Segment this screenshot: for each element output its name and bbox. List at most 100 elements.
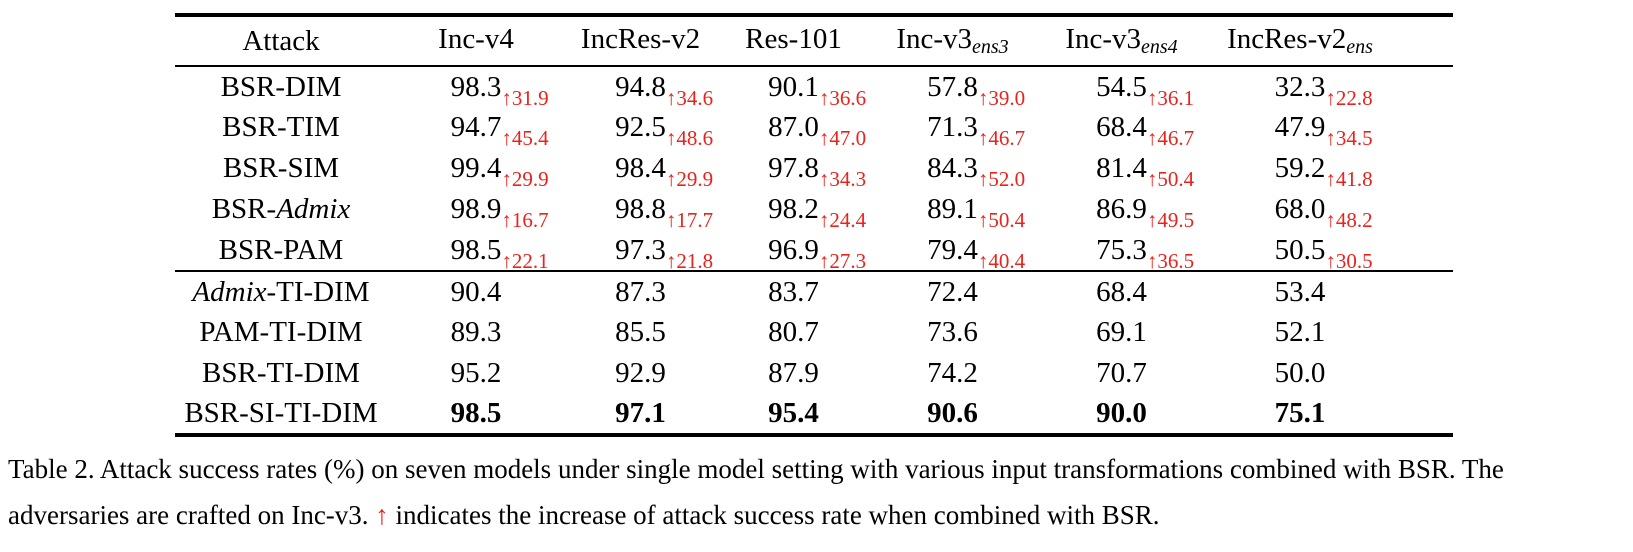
delta-annotation: ↑31.9 (501, 85, 549, 110)
delta-value: 31.9 (511, 85, 549, 110)
attack-pre: PAM-TI-DIM (199, 316, 363, 348)
attack-name: BSR-SI-TI-DIM (175, 394, 387, 435)
delta-annotation: ↑36.1 (1146, 85, 1195, 110)
up-arrow-icon: ↑ (1325, 248, 1336, 273)
up-arrow-icon: ↑ (501, 126, 512, 151)
metric: 98.3 ↑31.9 (451, 72, 549, 108)
metric: 98.5 ↑22.1 (451, 235, 549, 271)
success-rate-cell: 92.5 ↑48.6 (565, 107, 716, 149)
up-arrow-icon: ↑ (818, 208, 830, 233)
up-arrow-icon: ↑ (1325, 208, 1336, 233)
success-rate-cell: 98.5 ↑22.1 (387, 230, 565, 272)
delta-annotation: ↑46.7 (1147, 128, 1194, 149)
delta-annotation: ↑39.0 (978, 87, 1025, 109)
delta-annotation: ↑34.3 (819, 169, 866, 190)
attack-success-rate-table: Attack Inc-v4 IncRes-v2 Res-101 Inc-v3en… (175, 13, 1453, 437)
delta-annotation: ↑41.8 (1325, 169, 1372, 190)
attack-pre: BSR-DIM (220, 70, 342, 103)
success-rate-value: 79.4 (927, 233, 978, 266)
delta-value: 36.1 (1157, 85, 1195, 110)
success-rate-cell: 81.4 ↑50.4 (1034, 148, 1209, 190)
up-arrow-icon: ↑ (665, 85, 677, 110)
success-rate-cell: 98.8 ↑17.7 (565, 189, 716, 233)
column-header-model: Inc-v4 (387, 15, 565, 67)
delta-value: 40.4 (988, 248, 1026, 273)
delta-value: 21.8 (676, 248, 714, 273)
success-rate-cell: 94.7 ↑45.4 (387, 107, 565, 151)
table-row: BSR-TI-DIM 95.2 92.9 87.9 74.2 70.7 50.0 (175, 353, 1453, 394)
metric: 47.9 ↑34.5 (1274, 111, 1373, 149)
up-arrow-icon: ↑ (665, 167, 677, 192)
success-rate-cell: 68.4 ↑46.7 (1034, 107, 1209, 149)
column-header-model: Res-101 (716, 15, 871, 67)
metric: 59.2 ↑41.8 (1275, 154, 1373, 190)
up-arrow-icon: ↑ (1325, 167, 1336, 192)
success-rate-cell: 92.9 (615, 357, 666, 389)
metric: 86.9 ↑49.5 (1096, 195, 1194, 231)
success-rate-cell: 85.5 (615, 316, 666, 348)
success-rate-cell: 57.8 ↑39.0 (871, 66, 1034, 109)
delta-annotation: ↑47.0 (819, 128, 866, 149)
success-rate-value: 50.5 (1274, 233, 1326, 266)
attack-name: BSR-Admix (175, 189, 387, 230)
up-arrow-icon: ↑ (665, 208, 677, 233)
delta-annotation: ↑34.5 (1325, 128, 1372, 149)
attack-name: Admix-TI-DIM (175, 271, 387, 312)
success-rate-cell: 86.9 ↑49.5 (1034, 189, 1209, 231)
delta-annotation: ↑29.9 (666, 169, 713, 190)
up-arrow-icon: ↑ (501, 208, 512, 233)
delta-annotation: ↑40.4 (977, 248, 1026, 273)
success-rate-value: 99.4 (450, 152, 502, 184)
delta-value: 52.0 (988, 167, 1026, 192)
success-rate-cell: 68.4 (1096, 275, 1147, 308)
attack-em: Admix (276, 193, 351, 225)
metric: 94.8 ↑34.6 (615, 72, 713, 108)
success-rate-cell: 89.1 ↑50.4 (871, 189, 1034, 231)
metric: 84.3 ↑52.0 (927, 154, 1025, 190)
attack-pre: BSR-TIM (222, 111, 340, 143)
attack-name: BSR-PAM (175, 230, 387, 272)
attack-pre: BSR-SIM (222, 152, 340, 184)
success-rate-value: 98.8 (615, 193, 666, 225)
success-rate-cell: 98.5 (450, 397, 502, 429)
success-rate-cell: 97.1 (615, 397, 666, 429)
model-subscript: ens (1346, 36, 1373, 58)
delta-annotation: ↑50.4 (1147, 169, 1194, 190)
success-rate-value: 97.8 (768, 152, 819, 184)
table-row: BSR-SIM 99.4 ↑29.9 98.4 ↑29.9 97.8 ↑34.3 84… (175, 148, 1453, 190)
metric: 79.4 ↑40.4 (927, 233, 1025, 271)
success-rate-cell: 98.2 ↑24.4 (716, 189, 871, 231)
column-header-model: IncRes-v2ens (1209, 15, 1453, 67)
up-arrow-icon: ↑ (1146, 208, 1158, 233)
model-name: Inc-v3 (896, 23, 972, 55)
success-rate-cell: 99.4 ↑29.9 (387, 148, 565, 190)
success-rate-cell: 89.3 (450, 316, 502, 348)
up-arrow-icon: ↑ (818, 167, 830, 192)
table-row: Admix-TI-DIM 90.4 87.3 83.7 72.4 68.4 53… (175, 271, 1453, 312)
up-arrow-icon: ↑ (818, 126, 830, 151)
up-arrow-icon: ↑ (977, 248, 989, 273)
success-rate-cell: 52.1 (1274, 316, 1326, 348)
delta-value: 48.2 (1335, 208, 1373, 233)
delta-value: 30.5 (1335, 248, 1373, 273)
up-arrow-icon: ↑ (818, 248, 830, 273)
metric: 97.8 ↑34.3 (768, 152, 866, 190)
caption-line2-post: indicates the increase of attack success… (388, 500, 1160, 531)
success-rate-cell: 95.4 (768, 397, 819, 429)
metric: 96.9 ↑27.3 (768, 235, 866, 271)
delta-annotation: ↑36.5 (1147, 250, 1194, 272)
success-rate-cell: 71.3 ↑46.7 (871, 107, 1034, 149)
metric: 98.4 ↑29.9 (615, 154, 713, 190)
success-rate-cell: 50.0 (1274, 357, 1326, 389)
delta-annotation: ↑24.4 (819, 210, 866, 231)
delta-value: 41.8 (1335, 167, 1373, 192)
table-row-best: BSR-SI-TI-DIM 98.5 97.1 95.4 90.6 90.0 7… (175, 394, 1453, 435)
attack-name: BSR-SIM (175, 148, 387, 189)
delta-annotation: ↑30.5 (1325, 248, 1373, 273)
delta-annotation: ↑48.2 (1325, 210, 1372, 231)
attack-name: BSR-DIM (175, 66, 387, 107)
delta-annotation: ↑27.3 (818, 248, 866, 273)
success-rate-cell: 96.9 ↑27.3 (716, 230, 871, 272)
up-arrow-icon: ↑ (1146, 85, 1158, 110)
success-rate-value: 47.9 (1274, 111, 1326, 143)
